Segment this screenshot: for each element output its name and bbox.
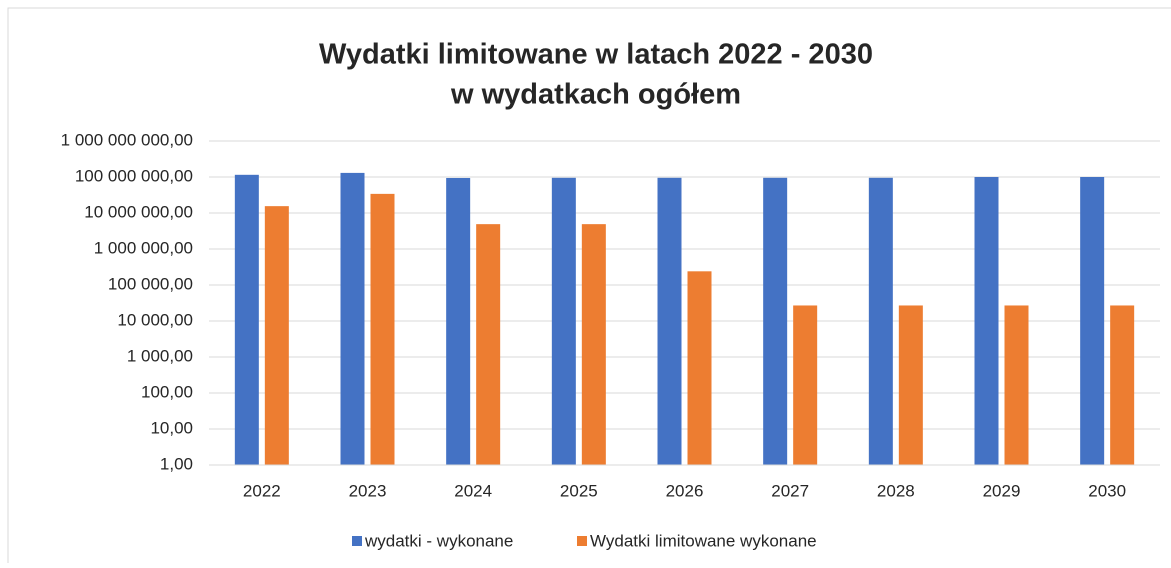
bar — [234, 174, 259, 465]
x-tick-label: 2023 — [349, 481, 387, 500]
y-tick-label: 10,00 — [150, 418, 193, 437]
x-tick-label: 2027 — [771, 481, 809, 500]
x-tick-label: 2029 — [983, 481, 1021, 500]
y-tick-label: 100 000 000,00 — [75, 166, 193, 185]
bar — [264, 206, 289, 465]
chart-title: Wydatki limitowane w latach 2022 - 2030 — [319, 39, 873, 71]
bar — [446, 177, 471, 465]
x-tick-label: 2030 — [1088, 481, 1126, 500]
y-tick-label: 100,00 — [141, 382, 193, 401]
y-tick-label: 100 000,00 — [108, 274, 193, 293]
y-tick-label: 1 000 000 000,00 — [61, 130, 193, 149]
legend-swatch — [577, 536, 587, 546]
bar — [898, 305, 923, 465]
bar — [1110, 305, 1135, 465]
y-tick-label: 1,00 — [160, 454, 193, 473]
x-tick-label: 2024 — [454, 481, 492, 500]
y-tick-label: 10 000,00 — [117, 310, 193, 329]
bar — [687, 271, 712, 465]
chart-title: w wydatkach ogółem — [450, 79, 741, 111]
legend-label: wydatki - wykonane — [364, 531, 513, 550]
legend-swatch — [352, 536, 362, 546]
bar — [974, 177, 999, 465]
bar — [793, 305, 818, 465]
bar — [340, 172, 365, 465]
legend-label: Wydatki limitowane wykonane — [590, 531, 817, 550]
x-tick-label: 2022 — [243, 481, 281, 500]
x-tick-label: 2026 — [666, 481, 704, 500]
y-tick-label: 1 000 000,00 — [94, 238, 193, 257]
bar — [370, 193, 395, 465]
y-tick-label: 1 000,00 — [127, 346, 193, 365]
bar — [551, 177, 576, 466]
y-tick-label: 10 000 000,00 — [84, 202, 193, 221]
bar — [581, 224, 606, 465]
bar — [657, 177, 682, 466]
x-tick-label: 2025 — [560, 481, 598, 500]
bar — [476, 224, 501, 465]
bar — [868, 177, 893, 466]
bar — [1080, 177, 1105, 465]
bar — [763, 177, 788, 466]
bar — [1004, 305, 1029, 465]
x-tick-label: 2028 — [877, 481, 915, 500]
